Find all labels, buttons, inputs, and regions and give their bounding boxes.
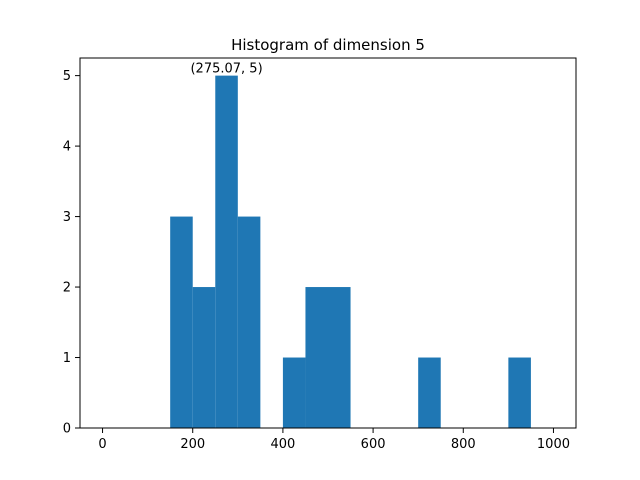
- histogram-bar: [282, 357, 306, 428]
- y-tick-label: 4: [63, 140, 71, 155]
- histogram-bar: [192, 287, 216, 428]
- peak-annotation: (275.07, 5): [190, 62, 262, 77]
- y-axis: 0 1 2 3 4 5: [63, 69, 80, 437]
- x-axis: 0 200 400 600 800 1000: [98, 428, 570, 452]
- plot-frame: [79, 57, 577, 429]
- histogram-bar: [237, 216, 261, 428]
- y-tick-label: 2: [63, 281, 71, 296]
- histogram-bar: [508, 357, 531, 428]
- histogram-bar: [418, 357, 441, 428]
- x-tick-label: 200: [180, 437, 205, 452]
- histogram-bar: [305, 287, 328, 428]
- histogram-bar: [328, 287, 351, 428]
- histogram-bar: [170, 216, 193, 428]
- y-tick-label: 5: [63, 69, 71, 84]
- y-tick-label: 3: [63, 210, 71, 225]
- x-tick-label: 800: [451, 437, 476, 452]
- x-tick-label: 1000: [537, 437, 570, 452]
- y-tick-label: 1: [63, 351, 71, 366]
- x-tick-label: 400: [270, 437, 295, 452]
- bars-group: [170, 75, 531, 428]
- y-tick-label: 0: [63, 422, 71, 437]
- chart-title: Histogram of dimension 5: [231, 36, 425, 54]
- histogram-bar: [215, 75, 238, 428]
- x-tick-label: 0: [98, 437, 106, 452]
- x-tick-label: 600: [361, 437, 386, 452]
